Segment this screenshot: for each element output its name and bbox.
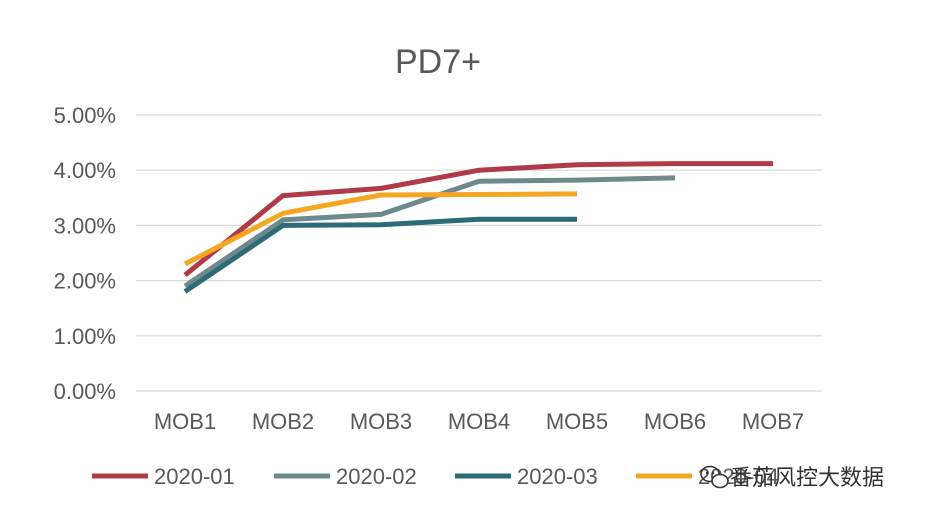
y-tick-label: 3.00% [54, 213, 116, 238]
series-line-2020-04 [183, 191, 578, 267]
legend-label: 2020-03 [517, 464, 598, 489]
series-line-2020-01 [183, 161, 773, 278]
y-tick-label: 0.00% [54, 379, 116, 404]
x-tick-label: MOB4 [448, 409, 510, 434]
y-tick-label: 1.00% [54, 324, 116, 349]
watermark-text: 番茄风控大数据 [730, 465, 884, 490]
x-tick-label: MOB1 [154, 409, 216, 434]
legend-label: 2020-01 [154, 464, 235, 489]
legend-label: 2020-02 [336, 464, 417, 489]
y-tick-label: 2.00% [54, 269, 116, 294]
x-tick-label: MOB5 [546, 409, 608, 434]
legend: 2020-01 2020-02 2020-03 2020-04 [92, 464, 779, 489]
wechat-icon [700, 465, 729, 489]
x-axis-ticks: MOB1 MOB2 MOB3 MOB4 MOB5 MOB6 MOB7 [154, 409, 804, 434]
series-lines [183, 161, 773, 294]
y-tick-label: 4.00% [54, 158, 116, 183]
x-tick-label: MOB2 [252, 409, 314, 434]
watermark: 番茄风控大数据 [700, 465, 884, 490]
series-line-2020-02 [183, 175, 676, 289]
x-tick-label: MOB7 [742, 409, 804, 434]
y-axis-ticks: 0.00% 1.00% 2.00% 3.00% 4.00% 5.00% [54, 103, 116, 404]
y-tick-label: 5.00% [54, 103, 116, 128]
series-line-2020-03 [183, 216, 577, 294]
chart-title: PD7+ [395, 43, 481, 81]
legend-label: 2020-04 [698, 464, 779, 489]
x-tick-label: MOB6 [644, 409, 706, 434]
x-tick-label: MOB3 [350, 409, 412, 434]
